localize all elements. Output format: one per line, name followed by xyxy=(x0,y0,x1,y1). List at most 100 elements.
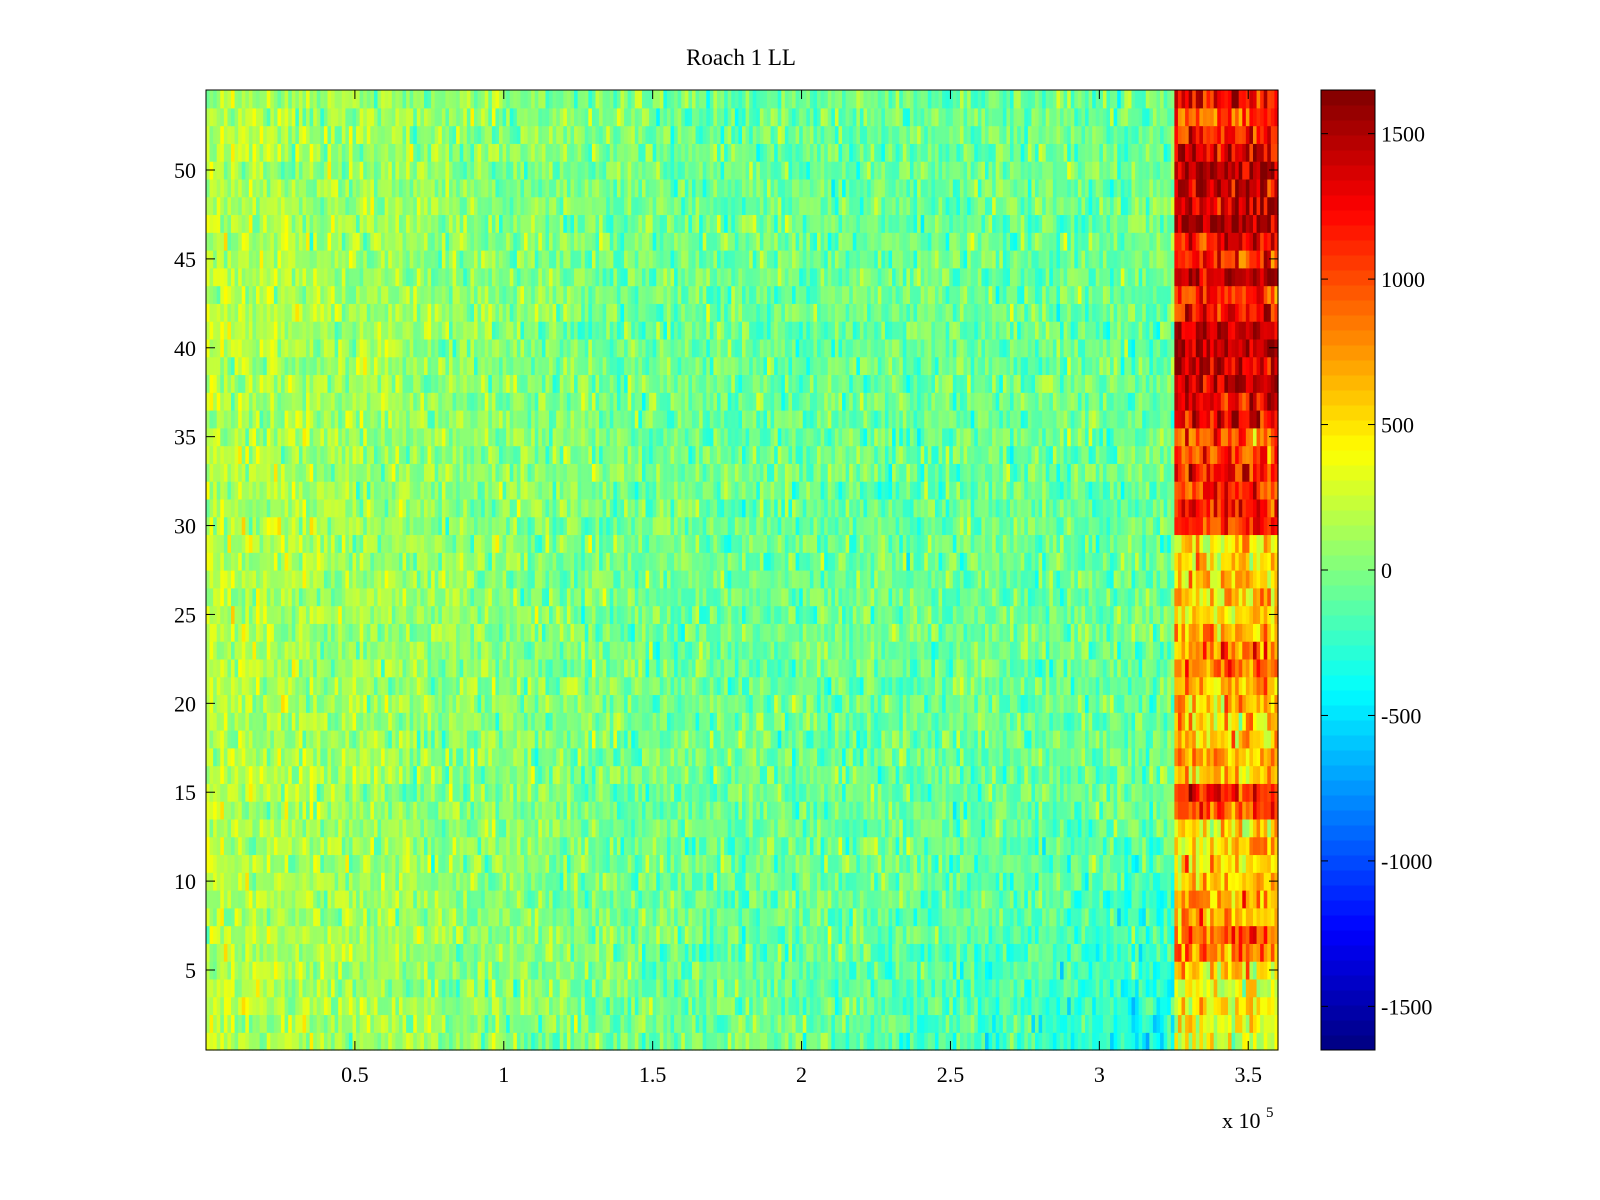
heatmap-cell xyxy=(545,907,550,927)
heatmap-cell xyxy=(1060,978,1065,998)
heatmap-cell xyxy=(477,854,482,873)
heatmap-cell xyxy=(220,890,225,909)
heatmap-cell xyxy=(506,1014,511,1033)
heatmap-cell xyxy=(391,765,396,784)
heatmap-cell xyxy=(956,765,961,784)
heatmap-cell xyxy=(495,836,500,856)
heatmap-cell xyxy=(652,747,657,767)
heatmap-cell xyxy=(534,765,539,784)
heatmap-cell xyxy=(1035,836,1040,856)
heatmap-cell xyxy=(1217,961,1222,980)
heatmap-cell xyxy=(1077,765,1083,784)
heatmap-cell xyxy=(395,872,400,891)
heatmap-cell xyxy=(1235,1032,1240,1051)
heatmap-cell xyxy=(259,978,264,998)
heatmap-cell xyxy=(1106,961,1111,980)
heatmap-cell xyxy=(1092,925,1097,944)
heatmap-cell xyxy=(649,961,654,980)
heatmap-cell xyxy=(767,872,772,891)
heatmap-cell xyxy=(817,765,822,784)
heatmap-cell xyxy=(463,943,468,962)
heatmap-cell xyxy=(631,747,636,767)
heatmap-cell xyxy=(688,801,693,820)
heatmap-cell xyxy=(395,996,400,1016)
heatmap-cell xyxy=(438,747,443,767)
heatmap-cell xyxy=(538,996,543,1016)
heatmap-cell xyxy=(516,978,522,998)
heatmap-cell xyxy=(1135,1014,1140,1033)
heatmap-cell xyxy=(988,978,993,998)
heatmap-cell xyxy=(867,1032,872,1051)
heatmap-cell xyxy=(849,961,854,980)
heatmap-cell xyxy=(420,961,425,980)
heatmap-cell xyxy=(1042,925,1047,944)
heatmap-cell xyxy=(381,943,386,962)
heatmap-cell xyxy=(463,961,468,980)
heatmap-cell xyxy=(1256,1032,1261,1051)
heatmap-cell xyxy=(252,925,257,944)
heatmap-cell xyxy=(795,943,800,962)
heatmap-cell xyxy=(302,978,307,998)
heatmap-cell xyxy=(484,996,489,1016)
heatmap-cell xyxy=(431,836,436,856)
heatmap-cell xyxy=(731,854,736,873)
heatmap-cell xyxy=(970,943,975,962)
heatmap-cell xyxy=(613,1032,618,1051)
heatmap-cell xyxy=(899,854,904,873)
heatmap-cell xyxy=(956,783,961,802)
heatmap-cell xyxy=(602,801,607,820)
heatmap-cell xyxy=(670,818,675,838)
heatmap-cell xyxy=(1220,943,1225,962)
heatmap-cell xyxy=(959,783,965,802)
heatmap-cell xyxy=(263,996,268,1016)
heatmap-cell xyxy=(716,836,722,856)
heatmap-cell xyxy=(684,836,689,856)
heatmap-cell xyxy=(913,907,918,927)
heatmap-cell xyxy=(909,801,915,820)
heatmap-cell xyxy=(806,783,811,802)
heatmap-cell xyxy=(999,854,1004,873)
heatmap-cell xyxy=(1260,818,1265,838)
heatmap-cell xyxy=(627,783,632,802)
heatmap-cell xyxy=(1006,854,1011,873)
heatmap-cell xyxy=(1217,1032,1222,1051)
heatmap-cell xyxy=(742,747,747,767)
heatmap-cell xyxy=(1070,801,1075,820)
heatmap-cell xyxy=(466,836,472,856)
heatmap-cell xyxy=(863,925,868,944)
heatmap-cell xyxy=(695,907,700,927)
heatmap-cell xyxy=(466,747,472,767)
heatmap-cell xyxy=(1152,836,1158,856)
heatmap-cell xyxy=(1027,1014,1033,1033)
heatmap-cell xyxy=(1263,907,1268,927)
heatmap-cell xyxy=(720,818,725,838)
heatmap-cell xyxy=(892,907,897,927)
heatmap-cell xyxy=(595,765,600,784)
heatmap-cell xyxy=(373,1014,379,1033)
heatmap-cell xyxy=(288,818,293,838)
heatmap-cell xyxy=(206,836,211,856)
heatmap-cell xyxy=(992,1014,997,1033)
heatmap-cell xyxy=(666,801,672,820)
heatmap-cell xyxy=(1002,925,1008,944)
heatmap-cell xyxy=(1099,961,1104,980)
heatmap-cell xyxy=(917,801,922,820)
heatmap-cell xyxy=(749,801,754,820)
heatmap-cell xyxy=(413,961,418,980)
heatmap-cell xyxy=(1260,854,1265,873)
heatmap-cell xyxy=(716,801,722,820)
heatmap-cell xyxy=(420,996,425,1016)
heatmap-cell xyxy=(1035,943,1040,962)
heatmap-cell xyxy=(984,836,990,856)
heatmap-cell xyxy=(373,943,379,962)
heatmap-cell xyxy=(934,836,940,856)
heatmap-cell xyxy=(792,961,797,980)
heatmap-cell xyxy=(838,836,843,856)
heatmap-cell xyxy=(259,1032,264,1051)
heatmap-cell xyxy=(234,996,239,1016)
heatmap-cell xyxy=(859,943,865,962)
heatmap-cell xyxy=(824,836,829,856)
heatmap-cell xyxy=(574,1014,579,1033)
heatmap-cell xyxy=(899,765,904,784)
heatmap-cell xyxy=(1245,978,1251,998)
